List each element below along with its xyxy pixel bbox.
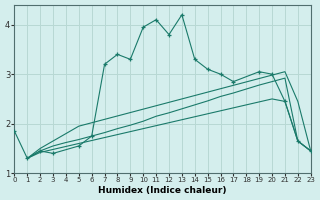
X-axis label: Humidex (Indice chaleur): Humidex (Indice chaleur) bbox=[98, 186, 227, 195]
